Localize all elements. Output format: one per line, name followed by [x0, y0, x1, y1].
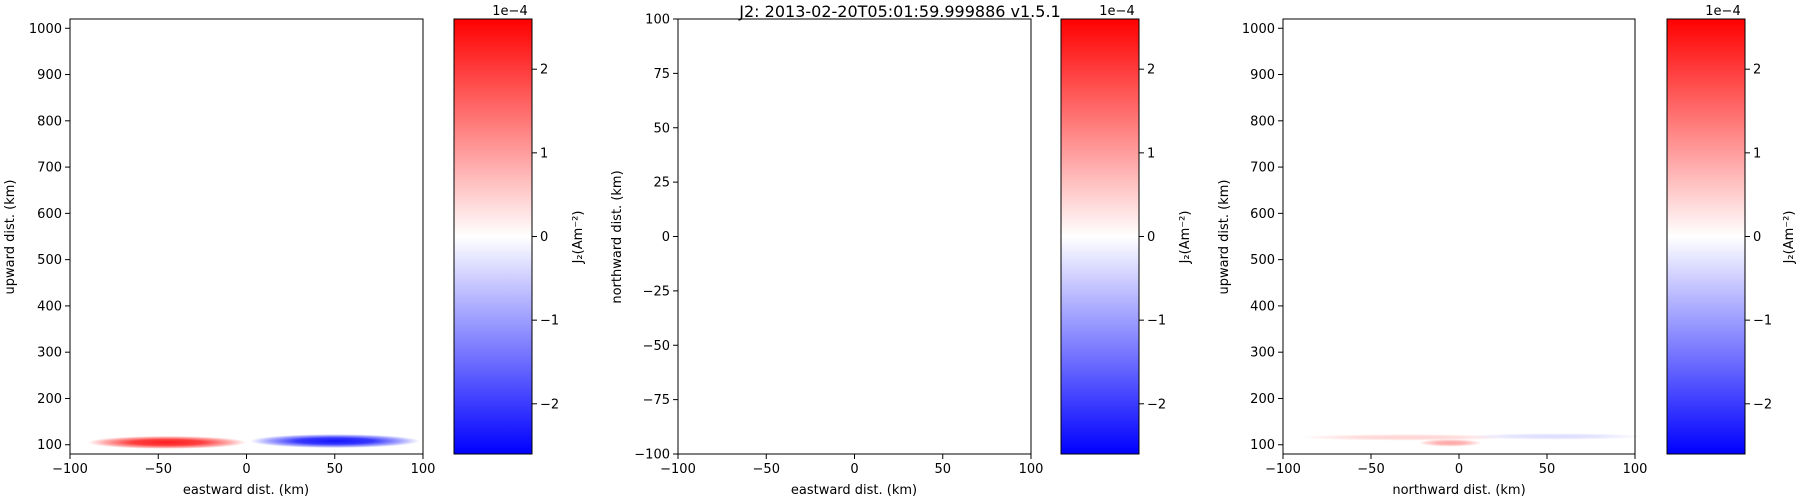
y-tick-label: 100 — [645, 13, 670, 28]
colorbar-label-1: J₂(Am⁻²) — [571, 211, 586, 265]
colorbar-1 — [453, 18, 533, 455]
y-axis-label-3: upward dist. (km) — [1217, 180, 1232, 295]
heatmap-3 — [1300, 433, 1644, 447]
y-tick-label: 500 — [1250, 253, 1275, 268]
y-tick-label: 900 — [37, 68, 62, 83]
y-axis-label-1: upward dist. (km) — [3, 180, 18, 295]
y-tick-label: −100 — [634, 448, 670, 463]
colorbar-tick-label: −1 — [540, 314, 559, 329]
x-ticks-2: −100 −50 0 50 100 — [660, 454, 1043, 477]
colorbar-tick-label: −2 — [540, 397, 559, 412]
colorbar-tick-label: 1 — [1753, 146, 1761, 161]
y-tick-label: 100 — [37, 438, 62, 453]
x-tick-label: −50 — [753, 462, 780, 477]
y-ticks-2: −100 −75 −50 −25 0 25 50 75 100 — [634, 13, 678, 463]
x-tick-label: 50 — [326, 462, 343, 477]
colorbar-2 — [1060, 18, 1140, 455]
y-tick-label: 700 — [37, 161, 62, 176]
y-tick-label: 50 — [653, 121, 670, 136]
x-tick-label: 100 — [1019, 462, 1044, 477]
figure-title: J2: 2013-02-20T05:01:59.999886 v1.5.1 — [738, 2, 1060, 21]
y-tick-label: −75 — [643, 393, 670, 408]
colorbar-scale-3: 1e−4 — [1705, 4, 1740, 19]
colorbar-tick-label: −1 — [1753, 314, 1772, 329]
x-ticks-1: −100 −50 0 50 100 — [52, 454, 435, 477]
colorbar-ticks-1: −2 −1 0 1 2 — [532, 63, 559, 412]
x-tick-label: −100 — [660, 462, 696, 477]
panel-2: −100 −50 0 50 100 −100 −75 −50 −25 0 25 50 75 100 ea… — [610, 4, 1193, 498]
colorbar-tick-label: 2 — [1753, 63, 1761, 78]
x-tick-label: −100 — [1265, 462, 1301, 477]
panel-3: −100 −50 0 50 100 100 200 300 400 500 600 700 800 90… — [1217, 4, 1797, 498]
colorbar-tick-label: 2 — [540, 63, 548, 78]
y-tick-label: 300 — [1250, 346, 1275, 361]
y-tick-label: 800 — [37, 114, 62, 129]
colorbar-tick-label: 1 — [1147, 146, 1155, 161]
current-density-region — [1300, 434, 1512, 441]
y-tick-label: 800 — [1250, 114, 1275, 129]
colorbar-tick-label: −1 — [1147, 314, 1166, 329]
x-tick-label: −50 — [1357, 462, 1384, 477]
x-tick-label: 100 — [411, 462, 436, 477]
current-density-region — [1467, 433, 1644, 440]
x-tick-label: 50 — [1539, 462, 1556, 477]
colorbar-scale-1: 1e−4 — [492, 4, 527, 19]
x-tick-label: 0 — [1455, 462, 1463, 477]
x-tick-label: 50 — [934, 462, 951, 477]
x-axis-label-1: eastward dist. (km) — [183, 483, 309, 498]
colorbar-ticks-3: −2 −1 0 1 2 — [1745, 63, 1772, 412]
x-tick-label: 0 — [242, 462, 250, 477]
y-tick-label: 700 — [1250, 161, 1275, 176]
colorbar-scale-2: 1e−4 — [1099, 4, 1134, 19]
y-ticks-1: 100 200 300 400 500 600 700 800 900 1000 — [29, 22, 70, 453]
y-tick-label: −50 — [643, 339, 670, 354]
colorbar-tick-label: −2 — [1147, 397, 1166, 412]
x-axis-label-2: eastward dist. (km) — [791, 483, 917, 498]
y-tick-label: 900 — [1250, 68, 1275, 83]
x-tick-label: −100 — [52, 462, 88, 477]
x-tick-label: 0 — [850, 462, 858, 477]
y-axis-label-2: northward dist. (km) — [610, 170, 625, 303]
y-tick-label: 200 — [37, 392, 62, 407]
y-tick-label: 1000 — [1242, 22, 1275, 37]
colorbar-label-3: J₂(Am⁻²) — [1782, 211, 1797, 265]
x-tick-label: 100 — [1623, 462, 1648, 477]
plot-frame-2 — [677, 18, 1032, 455]
panel-1: −100 −50 0 50 100 100 200 300 400 500 600 700 800 90… — [3, 4, 586, 498]
plot-frame-1 — [69, 18, 424, 455]
x-axis-label-3: northward dist. (km) — [1392, 483, 1525, 498]
colorbar-tick-label: 1 — [540, 146, 548, 161]
x-tick-label: −50 — [145, 462, 172, 477]
colorbar-tick-label: 0 — [1753, 230, 1761, 245]
colorbar-label-2: J₂(Am⁻²) — [1178, 211, 1193, 265]
colorbar-tick-label: −2 — [1753, 397, 1772, 412]
current-density-region — [250, 434, 420, 448]
y-tick-label: 200 — [1250, 392, 1275, 407]
y-tick-label: 600 — [37, 207, 62, 222]
y-tick-label: 500 — [37, 253, 62, 268]
heatmap-1 — [87, 434, 420, 449]
y-tick-label: 100 — [1250, 438, 1275, 453]
y-tick-label: 300 — [37, 346, 62, 361]
colorbar-tick-label: 0 — [540, 230, 548, 245]
y-tick-label: 600 — [1250, 207, 1275, 222]
colorbar-tick-label: 0 — [1147, 230, 1155, 245]
colorbar-3 — [1666, 18, 1746, 455]
colorbar-tick-label: 2 — [1147, 63, 1155, 78]
current-density-region — [87, 435, 247, 449]
current-density-region — [1418, 439, 1482, 447]
y-tick-label: 1000 — [29, 22, 62, 37]
y-tick-label: 75 — [653, 67, 670, 82]
y-tick-label: 400 — [1250, 299, 1275, 314]
y-tick-label: 0 — [662, 230, 670, 245]
plot-frame-3 — [1282, 18, 1636, 455]
y-tick-label: 400 — [37, 299, 62, 314]
y-ticks-3: 100 200 300 400 500 600 700 800 900 1000 — [1242, 22, 1283, 453]
y-tick-label: −25 — [643, 284, 670, 299]
x-ticks-3: −100 −50 0 50 100 — [1265, 454, 1647, 477]
y-tick-label: 25 — [653, 176, 670, 191]
colorbar-ticks-2: −2 −1 0 1 2 — [1139, 63, 1166, 412]
